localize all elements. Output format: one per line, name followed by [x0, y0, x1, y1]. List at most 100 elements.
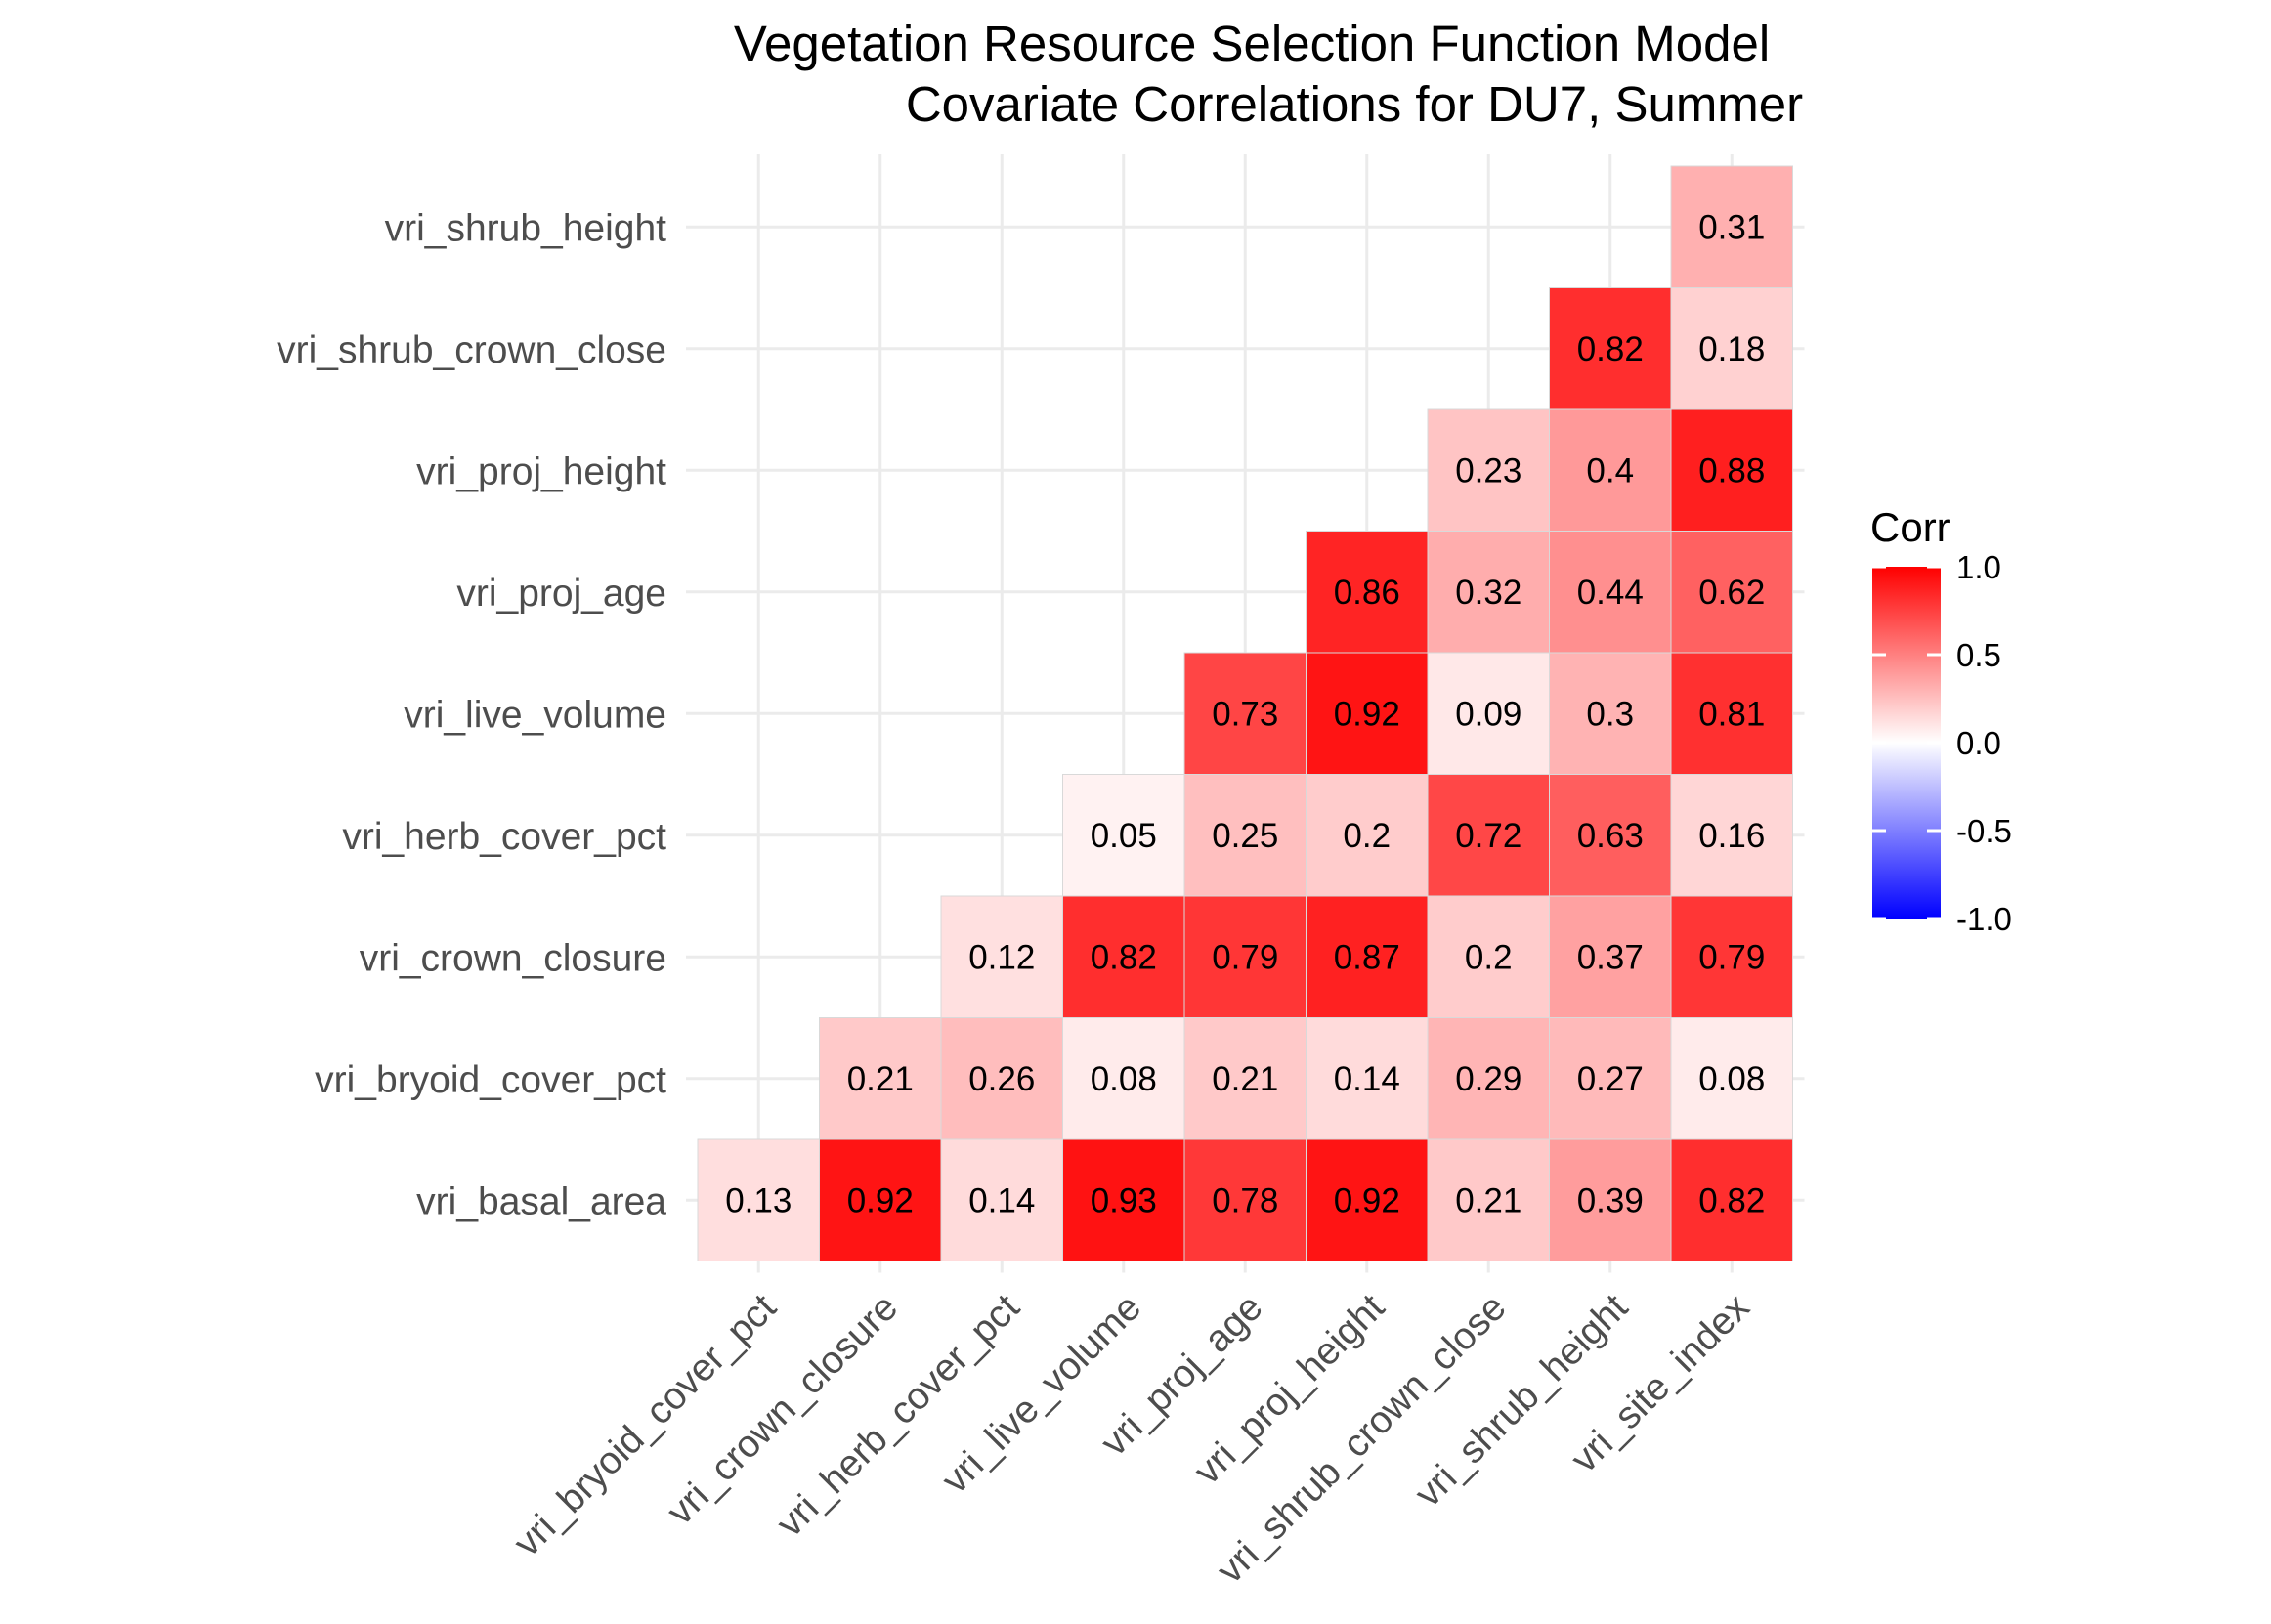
heatmap-cell: [1670, 1138, 1793, 1261]
heatmap-cell: [1062, 1017, 1185, 1140]
cell-value-label: 0.18: [1698, 330, 1765, 368]
cell-value-label: 0.78: [1212, 1181, 1278, 1219]
cell-value-label: 0.13: [725, 1181, 792, 1219]
cell-value-label: 0.14: [1334, 1060, 1400, 1098]
cell-value-label: 0.86: [1334, 574, 1400, 612]
y-axis: vri_basal_area vri_bryoid_cover_pct vri_cr…: [277, 207, 666, 1222]
y-tick-label: vri_crown_closure: [360, 937, 666, 979]
cell-value-label: 0.4: [1586, 451, 1634, 490]
heatmap-cell: [1670, 287, 1793, 410]
chart-title: Vegetation Resource Selection Function M…: [734, 16, 1770, 71]
cell-value-label: 0.25: [1212, 817, 1278, 855]
cell-value-label: 0.26: [968, 1060, 1035, 1098]
cell-value-label: 0.87: [1334, 938, 1400, 976]
cell-value-label: 0.31: [1698, 208, 1765, 246]
cell-value-label: 0.79: [1698, 938, 1765, 976]
cell-value-label: 0.62: [1698, 574, 1765, 612]
heatmap-cell: [1549, 652, 1672, 775]
cell-value-label: 0.21: [847, 1060, 914, 1098]
legend-title: Corr: [1870, 504, 1950, 550]
heatmap-cell: [1670, 1017, 1793, 1140]
cell-value-label: 0.14: [968, 1181, 1035, 1219]
heatmap-cell: [819, 1017, 942, 1140]
cell-value-label: 0.08: [1698, 1060, 1765, 1098]
cell-value-label: 0.32: [1455, 574, 1521, 612]
cell-value-label: 0.72: [1455, 817, 1521, 855]
heatmap-cell: [940, 1017, 1063, 1140]
y-tick-label: vri_live_volume: [404, 694, 666, 736]
y-tick-label: vri_proj_height: [416, 450, 666, 492]
cell-value-label: 0.12: [968, 938, 1035, 976]
heatmap-cell: [1670, 165, 1793, 288]
heatmap-cell: [1427, 1017, 1550, 1140]
cell-value-label: 0.2: [1465, 938, 1513, 976]
x-tick-label: vri_shrub_height: [1407, 1286, 1636, 1515]
cell-value-label: 0.16: [1698, 817, 1765, 855]
chart-subtitle: Covariate Correlations for DU7, Summer: [906, 76, 1803, 132]
cell-value-label: 0.82: [1577, 330, 1644, 368]
heatmap-cell: [1183, 1017, 1307, 1140]
cell-value-label: 0.29: [1455, 1060, 1521, 1098]
heatmap-cell: [1306, 774, 1429, 897]
heatmap-cell: [940, 895, 1063, 1018]
y-tick-label: vri_proj_age: [456, 573, 666, 615]
y-tick-label: vri_basal_area: [416, 1180, 666, 1222]
heatmap-cell: [1427, 1138, 1550, 1261]
cell-value-label: 0.27: [1577, 1060, 1644, 1098]
cell-value-label: 0.63: [1577, 817, 1644, 855]
heatmap-cell: [1549, 1138, 1672, 1261]
y-tick-label: vri_herb_cover_pct: [342, 816, 666, 858]
cell-value-label: 0.21: [1455, 1181, 1521, 1219]
heatmap-cell: [697, 1138, 820, 1261]
heatmap-cell: [1306, 1138, 1429, 1261]
cell-value-label: 0.3: [1586, 695, 1634, 733]
heatmap-cell: [1670, 895, 1793, 1018]
cell-value-label: 0.92: [1334, 1181, 1400, 1219]
legend-tick-label: 0.5: [1956, 637, 2001, 673]
heatmap-cell: [1549, 408, 1672, 532]
heatmap-cell: [1306, 652, 1429, 775]
legend-tick-label: -1.0: [1956, 901, 2012, 937]
heatmap-cell: [1183, 895, 1307, 1018]
y-tick-label: vri_shrub_height: [385, 207, 667, 249]
cell-value-label: 0.92: [847, 1181, 914, 1219]
heatmap-cell: [1549, 774, 1672, 897]
heatmap-cell: [1183, 774, 1307, 897]
cell-value-label: 0.93: [1091, 1181, 1157, 1219]
heatmap-cell: [1306, 895, 1429, 1018]
cell-value-label: 0.21: [1212, 1060, 1278, 1098]
x-tick-label: vri_crown_closure: [659, 1286, 906, 1533]
heatmap-cell: [1670, 774, 1793, 897]
heatmap-cell: [1549, 895, 1672, 1018]
color-legend: Corr 1.0 0.5 0.0 -0.5 -1.0: [1870, 504, 2012, 937]
heatmap-cell: [1549, 287, 1672, 410]
heatmap-cell: [1427, 408, 1550, 532]
legend-tick-label: 0.0: [1956, 725, 2001, 761]
cell-value-label: 0.82: [1698, 1181, 1765, 1219]
x-axis: vri_bryoid_cover_pctvri_crown_closurevri…: [506, 1286, 1758, 1592]
cell-value-label: 0.92: [1334, 695, 1400, 733]
y-tick-label: vri_shrub_crown_close: [277, 329, 666, 371]
cell-value-label: 0.23: [1455, 451, 1521, 490]
cell-value-label: 0.81: [1698, 695, 1765, 733]
cell-value-label: 0.79: [1212, 938, 1278, 976]
y-tick-label: vri_bryoid_cover_pct: [315, 1059, 666, 1101]
heatmap-cell: [1306, 531, 1429, 654]
heatmap-cells: [697, 165, 1793, 1261]
heatmap-cell: [1062, 1138, 1185, 1261]
cell-value-label: 0.82: [1091, 938, 1157, 976]
legend-tick-label: 1.0: [1956, 549, 2001, 585]
heatmap-cell: [1549, 1017, 1672, 1140]
heatmap-cell: [1183, 652, 1307, 775]
cell-value-label: 0.2: [1343, 817, 1391, 855]
heatmap-cell: [1062, 895, 1185, 1018]
cell-value-label: 0.88: [1698, 451, 1765, 490]
cell-value-label: 0.37: [1577, 938, 1644, 976]
cell-value-label: 0.44: [1577, 574, 1644, 612]
heatmap-cell: [1427, 652, 1550, 775]
heatmap-cell: [1427, 895, 1550, 1018]
heatmap-cell: [1062, 774, 1185, 897]
heatmap-cell: [1306, 1017, 1429, 1140]
cell-value-label: 0.09: [1455, 695, 1521, 733]
